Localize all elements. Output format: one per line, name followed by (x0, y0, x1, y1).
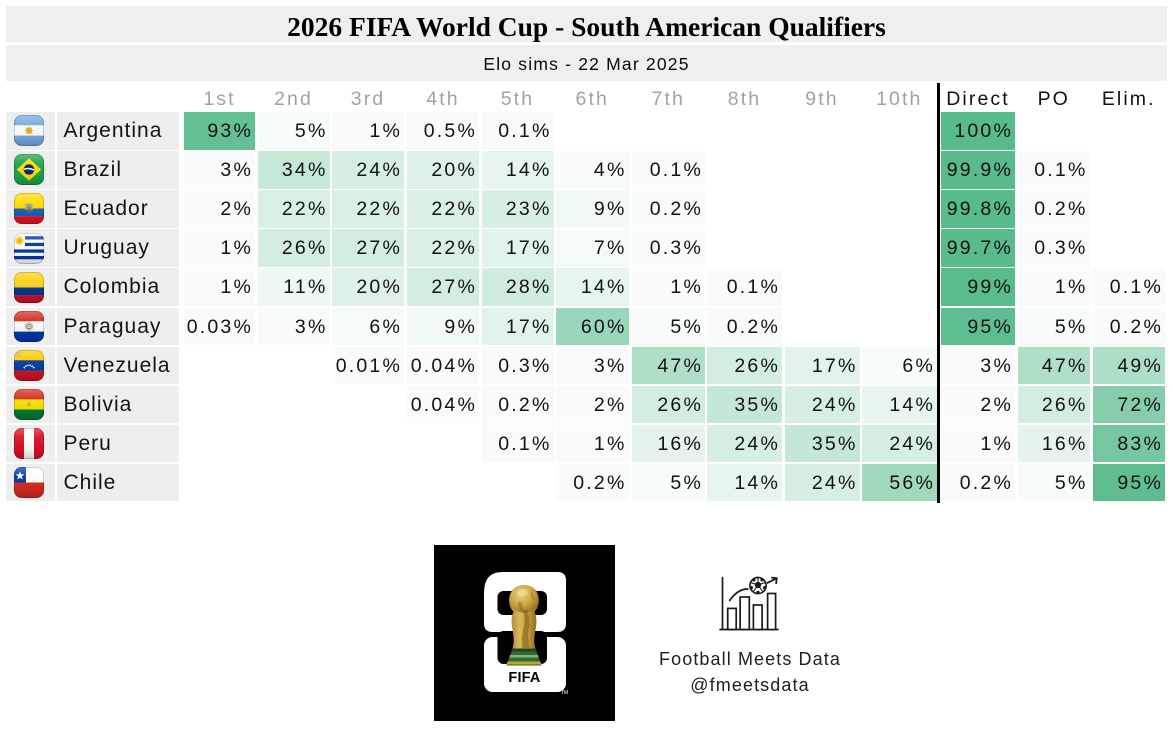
svg-text:FIFA: FIFA (508, 670, 541, 686)
svg-text:TM: TM (561, 690, 568, 696)
